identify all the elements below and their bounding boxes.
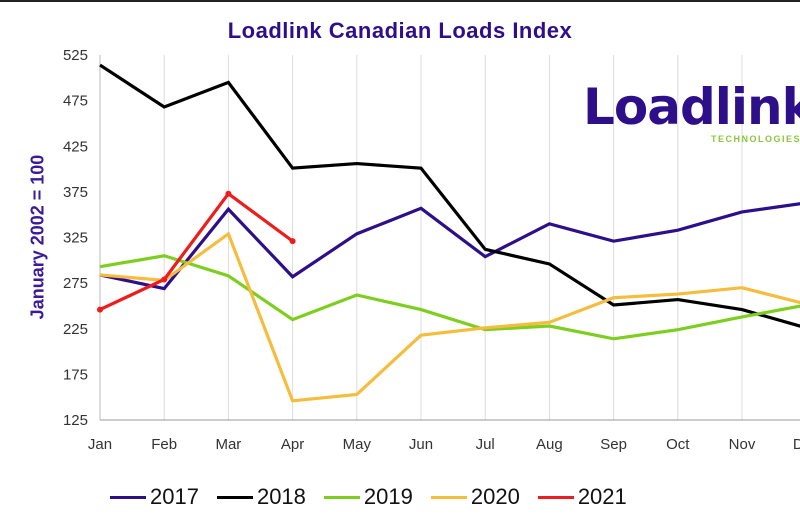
y-tick-label: 475 bbox=[63, 93, 88, 110]
x-tick-label: Apr bbox=[281, 436, 304, 453]
data-point-2021 bbox=[161, 276, 168, 283]
legend-swatch bbox=[216, 495, 253, 499]
legend-label: 2021 bbox=[577, 484, 627, 509]
data-point-2021 bbox=[225, 190, 232, 197]
loadlink-logo: Loadlink TECHNOLOGIES bbox=[583, 78, 800, 144]
legend-swatch bbox=[537, 495, 574, 499]
series-line-2021 bbox=[99, 191, 294, 312]
y-tick-label: 375 bbox=[63, 184, 88, 201]
chart-title: Loadlink Canadian Loads Index bbox=[227, 18, 573, 43]
legend-item-2021: 2021 bbox=[537, 484, 627, 510]
series-line-2019 bbox=[99, 254, 800, 341]
legend-label: 2019 bbox=[363, 484, 413, 509]
y-tick-label: 175 bbox=[63, 366, 88, 383]
series-line-2017 bbox=[99, 202, 800, 291]
y-tick-label: 325 bbox=[63, 230, 88, 247]
x-tick-label: Jul bbox=[476, 436, 495, 453]
legend-item-2019: 2019 bbox=[323, 484, 413, 510]
data-point-2021 bbox=[289, 238, 296, 245]
legend-item-2018: 2018 bbox=[216, 484, 306, 510]
x-tick-label: Sep bbox=[600, 436, 627, 453]
y-tick-label: 125 bbox=[63, 412, 88, 429]
legend-label: 2020 bbox=[470, 484, 520, 509]
legend-item-2017: 2017 bbox=[110, 484, 199, 510]
y-tick-label: 225 bbox=[63, 321, 88, 338]
y-tick-label: 275 bbox=[63, 275, 88, 292]
x-tick-label: Feb bbox=[151, 436, 177, 453]
x-tick-label: Dec bbox=[793, 436, 800, 453]
legend-item-2020: 2020 bbox=[430, 484, 520, 510]
x-tick-label: Jun bbox=[409, 436, 433, 453]
x-tick-label: May bbox=[343, 436, 372, 453]
legend-swatch bbox=[323, 495, 360, 499]
legend: 2017 2018 2019 2020 2021 bbox=[110, 484, 627, 510]
y-tick-label: 425 bbox=[63, 138, 88, 155]
y-tick-label: 525 bbox=[63, 47, 88, 64]
legend-swatch bbox=[110, 495, 146, 499]
x-tick-label: Aug bbox=[536, 436, 563, 453]
x-tick-label: Jan bbox=[88, 436, 112, 453]
x-tick-label: Oct bbox=[666, 436, 690, 453]
data-point-2021 bbox=[97, 306, 103, 313]
legend-label: 2018 bbox=[256, 484, 306, 509]
x-tick-label: Nov bbox=[729, 436, 756, 453]
legend-label: 2017 bbox=[150, 484, 199, 509]
series-line-2018 bbox=[99, 63, 800, 328]
series-line-2020 bbox=[99, 231, 800, 403]
x-tick-label: Mar bbox=[215, 436, 241, 453]
legend-swatch bbox=[430, 495, 467, 499]
